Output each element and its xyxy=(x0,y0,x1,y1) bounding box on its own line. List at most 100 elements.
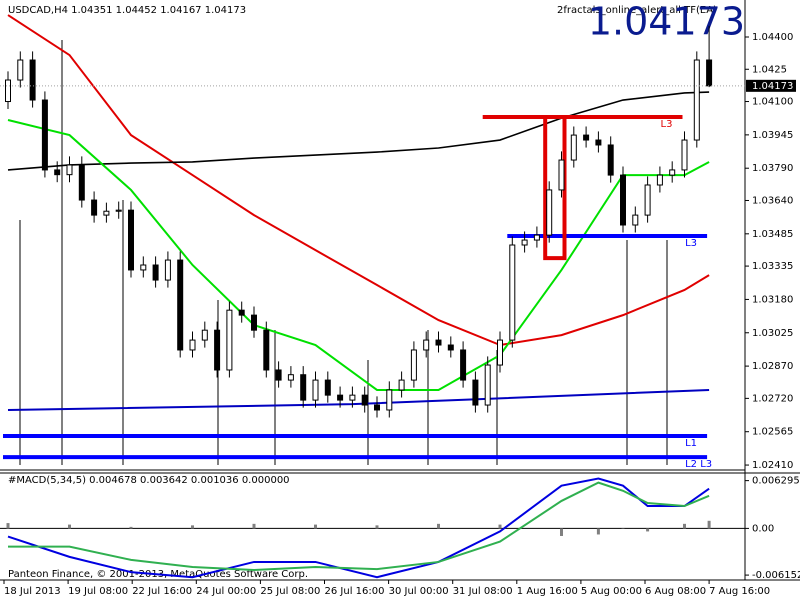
candle-body xyxy=(349,394,356,401)
candle-body xyxy=(238,309,245,316)
x-tick-label: 26 Jul 16:00 xyxy=(325,586,385,597)
fractal-lines xyxy=(19,40,668,465)
x-tick-label: 5 Aug 00:00 xyxy=(581,586,642,597)
histogram-bar xyxy=(314,524,317,529)
candle-body xyxy=(410,349,417,381)
y-tick-label: 1.04400 xyxy=(752,32,793,43)
y-tick-label: 0.00 xyxy=(752,523,774,534)
y-tick-label: 1.03945 xyxy=(752,130,793,141)
x-tick-label: 24 Jul 00:00 xyxy=(196,586,256,597)
y-tick-label: -0.006152 xyxy=(752,570,800,581)
candle-body xyxy=(201,329,208,341)
candle-body xyxy=(595,139,602,146)
histogram-bar xyxy=(252,523,256,529)
candle-body xyxy=(324,379,331,396)
candle-body xyxy=(558,159,565,191)
moving-average xyxy=(7,14,710,347)
last-price-box xyxy=(746,79,796,92)
big-price: 1.04173 xyxy=(588,0,745,44)
candle-body xyxy=(312,379,319,401)
candle-body xyxy=(472,379,479,406)
candle-body xyxy=(423,339,430,351)
last-price-label: 1.04173 xyxy=(752,81,793,92)
y-tick-label: 1.02720 xyxy=(752,393,793,404)
candle-body xyxy=(5,79,11,103)
y-tick-label: 1.04100 xyxy=(752,97,793,108)
candle-body xyxy=(29,59,36,101)
y-tick-label: 1.03025 xyxy=(752,328,793,339)
candle-body xyxy=(226,309,233,371)
candle-body xyxy=(693,59,700,141)
candle-body xyxy=(583,134,590,141)
histogram-bar xyxy=(437,523,440,529)
x-tick-label: 30 Jul 00:00 xyxy=(389,586,449,597)
candle-body xyxy=(681,139,688,171)
y-tick-label: 1.03790 xyxy=(752,163,793,174)
histogram-bar xyxy=(621,528,625,529)
candle-body xyxy=(509,244,516,341)
chart-header: USDCAD,H4 1.04351 1.04452 1.04167 1.0417… xyxy=(8,5,246,16)
y-tick-label: 1.02565 xyxy=(752,427,793,438)
candle-body xyxy=(115,209,122,212)
y-tick-label: 1.0425 xyxy=(752,64,787,75)
level-label: L3 xyxy=(685,238,697,249)
candle-body xyxy=(91,199,98,216)
candle-body xyxy=(435,339,442,346)
candle-body xyxy=(152,264,159,281)
candle-body xyxy=(386,389,393,411)
candle-body xyxy=(706,59,713,87)
candle-body xyxy=(54,169,61,176)
y-tick-label: 1.02410 xyxy=(752,460,793,471)
histogram-bar xyxy=(68,524,71,529)
histogram-bar xyxy=(560,528,563,536)
candle-body xyxy=(374,404,380,411)
y-tick-label: 1.02870 xyxy=(752,361,793,372)
candle-body xyxy=(656,174,663,186)
candle-body xyxy=(460,349,467,381)
histogram-bar xyxy=(707,520,711,529)
histogram-bar xyxy=(191,525,194,529)
macd-line xyxy=(8,481,710,572)
candle-body xyxy=(533,234,540,241)
candle-body xyxy=(214,329,221,371)
candle-body xyxy=(361,394,368,406)
histogram-bar xyxy=(129,526,133,529)
x-tick-label: 1 Aug 16:00 xyxy=(517,586,578,597)
candle-body xyxy=(447,344,454,351)
histogram-bar xyxy=(683,523,686,529)
candle-body xyxy=(41,99,48,171)
candle-body xyxy=(546,189,553,236)
x-tick-label: 31 Jul 08:00 xyxy=(453,586,513,597)
level-label: L2 L3 xyxy=(685,459,712,470)
y-tick-label: 1.03485 xyxy=(752,229,793,240)
candle-body xyxy=(17,59,24,81)
candle-body xyxy=(484,364,491,406)
y-tick-label: 0.006295 xyxy=(752,476,800,487)
candle-body xyxy=(644,184,651,216)
y-tick-label: 1.03640 xyxy=(752,195,793,206)
candle-body xyxy=(275,369,282,381)
y-tick-label: 1.03335 xyxy=(752,261,793,272)
macd-header: #MACD(5,34,5) 0.004678 0.003642 0.001036… xyxy=(8,475,290,486)
candle-body xyxy=(164,259,171,281)
candle-body xyxy=(128,209,134,271)
candle-body xyxy=(607,144,614,176)
candle-body xyxy=(669,169,676,176)
histogram-bar xyxy=(498,524,502,529)
x-tick-label: 22 Jul 16:00 xyxy=(132,586,192,597)
ea-label: 2fractals_online_alert_all TF(EA) xyxy=(557,5,717,16)
candle-body xyxy=(140,264,147,271)
moving-average xyxy=(7,91,710,171)
candle-body xyxy=(263,329,270,371)
candle-body xyxy=(103,210,110,216)
x-tick-label: 19 Jul 08:00 xyxy=(68,586,128,597)
candle-body xyxy=(300,374,307,401)
x-tick-label: 18 Jul 2013 xyxy=(4,586,61,597)
histogram-bar xyxy=(375,525,379,529)
level-label: L3 xyxy=(661,119,673,130)
candle-body xyxy=(177,259,184,351)
candle-body xyxy=(620,174,626,226)
histogram-bar xyxy=(6,523,10,529)
